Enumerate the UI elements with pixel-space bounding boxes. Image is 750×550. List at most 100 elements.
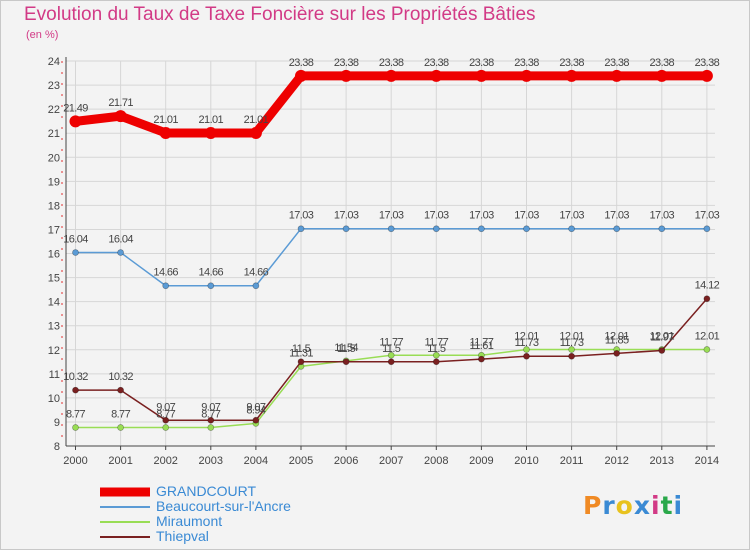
data-label: 17.03 bbox=[289, 210, 314, 222]
data-label: 8.94 bbox=[246, 404, 265, 416]
data-label: 21.01 bbox=[244, 114, 269, 126]
y-tick-label: 13 bbox=[48, 321, 60, 333]
data-label: 23.38 bbox=[604, 57, 629, 69]
proxiti-logo: Proxiti bbox=[583, 491, 683, 520]
data-point bbox=[568, 352, 575, 360]
legend-label: Miraumont bbox=[156, 513, 223, 529]
data-point bbox=[475, 69, 488, 82]
y-tick-label: 12 bbox=[48, 345, 60, 357]
data-point bbox=[162, 416, 170, 424]
data-label: 21.71 bbox=[108, 97, 133, 109]
data-label: 23.38 bbox=[469, 57, 494, 69]
data-point bbox=[432, 351, 440, 359]
data-label: 21.01 bbox=[199, 114, 224, 126]
data-point bbox=[478, 355, 485, 363]
series-thiepval bbox=[72, 295, 711, 424]
data-label: 11.5 bbox=[427, 343, 446, 355]
data-point bbox=[523, 225, 530, 233]
legend-label: Beaucourt-sur-l'Ancre bbox=[156, 498, 291, 514]
y-tick-label: 18 bbox=[48, 200, 60, 212]
data-label: 21.49 bbox=[63, 102, 88, 114]
data-label: 10.32 bbox=[108, 371, 133, 383]
data-label: 14.12 bbox=[695, 280, 720, 292]
x-tick-label: 2011 bbox=[560, 455, 584, 467]
data-point bbox=[252, 416, 260, 424]
data-label: 11.5 bbox=[337, 343, 356, 355]
data-label: 23.38 bbox=[379, 57, 404, 69]
y-axis-unit-label: (en %) bbox=[26, 29, 59, 41]
data-label: 17.03 bbox=[650, 210, 675, 222]
data-point bbox=[297, 358, 305, 366]
x-tick-label: 2010 bbox=[514, 455, 538, 467]
data-labels-beaucourt-sur-l-ancre: 16.04 16.04 14.66 14.66 14.66 17.03 17.03 17.03… bbox=[63, 210, 720, 279]
data-point bbox=[342, 358, 350, 366]
data-point bbox=[69, 115, 82, 128]
data-point bbox=[432, 225, 440, 233]
data-point bbox=[117, 424, 124, 431]
y-tick-label: 22 bbox=[48, 104, 60, 116]
data-label: 23.38 bbox=[559, 57, 584, 69]
data-point bbox=[703, 346, 711, 353]
y-tick-label: 24 bbox=[48, 56, 60, 68]
x-tick-label: 2005 bbox=[289, 455, 313, 467]
x-tick-label: 2004 bbox=[244, 455, 268, 467]
data-label: 17.03 bbox=[424, 210, 449, 222]
data-label: 11.77 bbox=[470, 336, 494, 348]
data-point bbox=[72, 386, 79, 394]
x-tick-label: 2013 bbox=[650, 455, 674, 467]
x-tick-label: 2007 bbox=[379, 455, 403, 467]
logo-letter: o bbox=[615, 491, 634, 520]
data-label: 16.04 bbox=[63, 234, 88, 246]
data-label: 12.01 bbox=[559, 331, 584, 343]
y-tick-label: 11 bbox=[49, 369, 60, 381]
data-point bbox=[204, 126, 217, 139]
data-point bbox=[700, 69, 713, 82]
y-tick-label: 23 bbox=[48, 80, 60, 92]
data-label: 14.66 bbox=[153, 267, 178, 279]
data-label: 23.38 bbox=[650, 57, 675, 69]
data-label: 23.38 bbox=[424, 57, 449, 69]
data-label: 11.54 bbox=[334, 342, 358, 354]
data-label: 9.07 bbox=[201, 401, 220, 413]
x-tick-label: 2002 bbox=[153, 455, 177, 467]
x-tick-label: 2000 bbox=[63, 455, 87, 467]
data-label: 11.77 bbox=[379, 336, 403, 348]
logo-letter: r bbox=[602, 491, 616, 520]
data-label: 14.66 bbox=[199, 267, 224, 279]
data-label: 11.73 bbox=[515, 337, 539, 349]
data-point bbox=[72, 424, 79, 431]
data-label: 17.03 bbox=[514, 210, 539, 222]
data-point bbox=[207, 282, 215, 290]
legend-swatch bbox=[100, 506, 150, 508]
data-label: 17.03 bbox=[559, 210, 584, 222]
data-point bbox=[703, 225, 711, 233]
data-point bbox=[297, 225, 305, 233]
data-point bbox=[523, 346, 530, 353]
data-point bbox=[430, 69, 443, 82]
series-beaucourt-sur-l-ancre bbox=[72, 225, 711, 290]
legend-item: Miraumont bbox=[100, 514, 500, 530]
legend-swatch bbox=[100, 521, 150, 523]
x-axis: 2000 2001 2002 2003 2004 2005 2006 2007 2008 2009… bbox=[63, 61, 719, 467]
data-labels-miraumont: 8.77 8.77 8.77 8.77 8.94 11.31 11.54 11.77 11.77… bbox=[66, 331, 720, 421]
logo-letter: x bbox=[633, 491, 651, 520]
data-label: 16.04 bbox=[108, 234, 133, 246]
data-label: 8.77 bbox=[111, 408, 130, 420]
logo-letter: i bbox=[651, 491, 661, 520]
data-label: 14.66 bbox=[244, 267, 269, 279]
data-point bbox=[610, 69, 623, 82]
data-label: 11.97 bbox=[650, 331, 674, 343]
data-point bbox=[114, 110, 127, 123]
data-label: 23.38 bbox=[289, 57, 314, 69]
data-point bbox=[478, 225, 485, 233]
data-point bbox=[162, 282, 170, 290]
data-label: 8.77 bbox=[201, 408, 220, 420]
data-label: 12.01 bbox=[650, 331, 675, 343]
data-point bbox=[703, 295, 711, 303]
data-point bbox=[385, 69, 398, 82]
legend-label: GRANDCOURT bbox=[156, 483, 257, 499]
data-point bbox=[613, 225, 621, 233]
data-label: 11.77 bbox=[424, 336, 448, 348]
data-point bbox=[159, 126, 172, 139]
